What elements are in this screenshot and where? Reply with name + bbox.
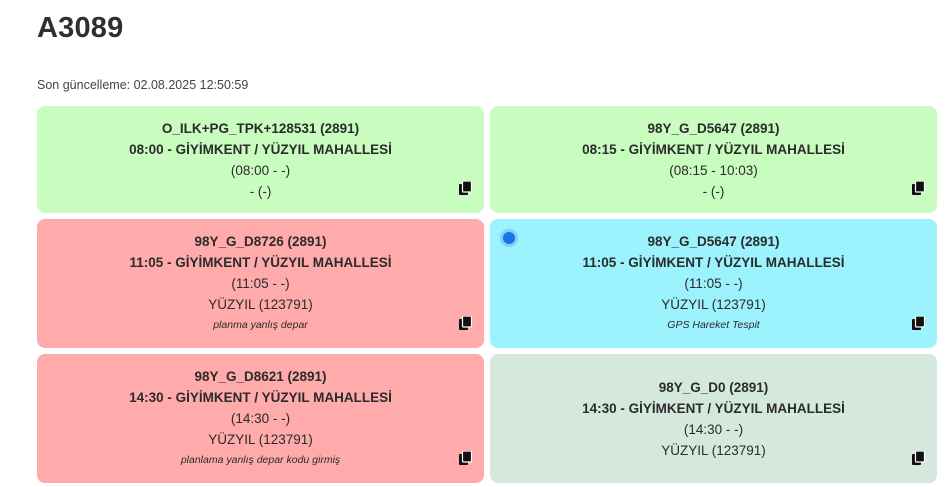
- trip-code: 98Y_G_D0 (2891): [658, 379, 769, 395]
- copy-icon[interactable]: [459, 451, 472, 465]
- trip-code: 98Y_G_D5647 (2891): [647, 234, 780, 249]
- trip-route: 14:30 - GİYİMKENT / YÜZYIL MAHALLESİ: [129, 390, 392, 405]
- status-dot-icon: [503, 232, 515, 244]
- trip-route: 11:05 - GİYİMKENT / YÜZYIL MAHALLESİ: [129, 255, 392, 270]
- trip-route: 11:05 - GİYİMKENT / YÜZYIL MAHALLESİ: [582, 255, 845, 270]
- trip-times: (08:00 - -): [230, 162, 291, 178]
- trip-card[interactable]: 98Y_G_D0 (2891) 14:30 - GİYİMKENT / YÜZY…: [490, 354, 937, 483]
- trip-vehicle: YÜZYIL (123791): [661, 442, 766, 458]
- trip-vehicle: YÜZYIL (123791): [208, 297, 313, 312]
- trip-code: O_ILK+PG_TPK+128531 (2891): [161, 120, 360, 136]
- trip-route: 14:30 - GİYİMKENT / YÜZYIL MAHALLESİ: [582, 400, 845, 416]
- last-updated-timestamp: Son güncelleme: 02.08.2025 12:50:59: [37, 78, 249, 92]
- trip-note: GPS Hareket Tespit: [667, 319, 760, 331]
- trip-note: planlama yanlış depar kodu girmiş: [180, 454, 341, 466]
- trip-card[interactable]: O_ILK+PG_TPK+128531 (2891) 08:00 - GİYİM…: [37, 106, 484, 213]
- trip-vehicle: YÜZYIL (123791): [208, 432, 313, 447]
- trip-code: 98Y_G_D8726 (2891): [194, 234, 327, 249]
- trip-code: 98Y_G_D8621 (2891): [194, 369, 327, 384]
- trip-note: planma yanlış depar: [213, 319, 308, 331]
- copy-icon[interactable]: [912, 316, 925, 330]
- copy-icon[interactable]: [912, 181, 925, 195]
- trip-card[interactable]: 98Y_G_D8621 (2891) 14:30 - GİYİMKENT / Y…: [37, 354, 484, 483]
- trip-times: (11:05 - -): [231, 276, 290, 291]
- trip-card-grid: O_ILK+PG_TPK+128531 (2891) 08:00 - GİYİM…: [37, 106, 937, 483]
- trip-vehicle: - (-): [702, 183, 725, 199]
- trip-vehicle: YÜZYIL (123791): [661, 297, 766, 312]
- trip-card[interactable]: 98Y_G_D5647 (2891) 08:15 - GİYİMKENT / Y…: [490, 106, 937, 213]
- trip-vehicle: - (-): [249, 183, 272, 199]
- copy-icon[interactable]: [459, 316, 472, 330]
- trip-code: 98Y_G_D5647 (2891): [647, 120, 780, 136]
- trip-times: (08:15 - 10:03): [669, 162, 758, 178]
- trip-route: 08:00 - GİYİMKENT / YÜZYIL MAHALLESİ: [129, 141, 392, 157]
- trip-times: (11:05 - -): [684, 276, 743, 291]
- trip-card-active[interactable]: 98Y_G_D5647 (2891) 11:05 - GİYİMKENT / Y…: [490, 219, 937, 348]
- copy-icon[interactable]: [912, 451, 925, 465]
- page-title: A3089: [37, 12, 124, 44]
- trip-route: 08:15 - GİYİMKENT / YÜZYIL MAHALLESİ: [582, 141, 845, 157]
- copy-icon[interactable]: [459, 181, 472, 195]
- trip-card[interactable]: 98Y_G_D8726 (2891) 11:05 - GİYİMKENT / Y…: [37, 219, 484, 348]
- trip-times: (14:30 - -): [683, 421, 744, 437]
- trip-times: (14:30 - -): [230, 411, 291, 426]
